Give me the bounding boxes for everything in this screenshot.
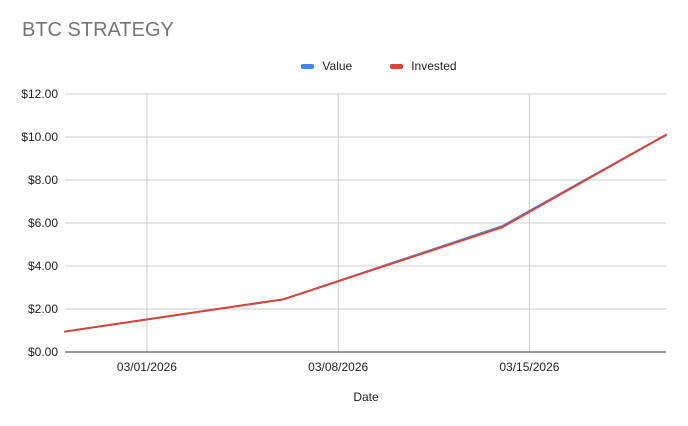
legend-item-value[interactable]: Value (231, 59, 352, 73)
y-tick-label: $0.00 (28, 345, 58, 359)
y-tick-label: $12.00 (21, 87, 58, 101)
y-tick-label: $4.00 (28, 259, 58, 273)
legend: Value Invested (0, 59, 688, 73)
legend-label-invested: Invested (411, 59, 457, 73)
legend-item-invested[interactable]: Invested (366, 59, 457, 73)
x-tick-label: 03/01/2026 (117, 360, 177, 374)
x-tick-label: 03/15/2026 (499, 360, 559, 374)
series-lines (64, 133, 667, 333)
x-axis-title: Date (353, 390, 379, 404)
series-line-value (64, 133, 667, 333)
grid-lines (65, 93, 666, 352)
y-tick-label: $8.00 (28, 173, 58, 187)
tick-labels: $0.00 $2.00 $4.00 $6.00 $8.00 $10.00 $12.00 03/… (21, 87, 559, 374)
y-tick-label: $2.00 (28, 302, 58, 316)
chart-title: BTC STRATEGY (22, 19, 174, 41)
x-tick-label: 03/08/2026 (308, 360, 368, 374)
legend-swatch-invested (390, 63, 404, 69)
series-line-invested (64, 133, 667, 333)
y-tick-label: $10.00 (21, 130, 58, 144)
legend-swatch-value (301, 63, 315, 69)
legend-label-value: Value (322, 59, 353, 73)
y-tick-label: $6.00 (28, 216, 58, 230)
